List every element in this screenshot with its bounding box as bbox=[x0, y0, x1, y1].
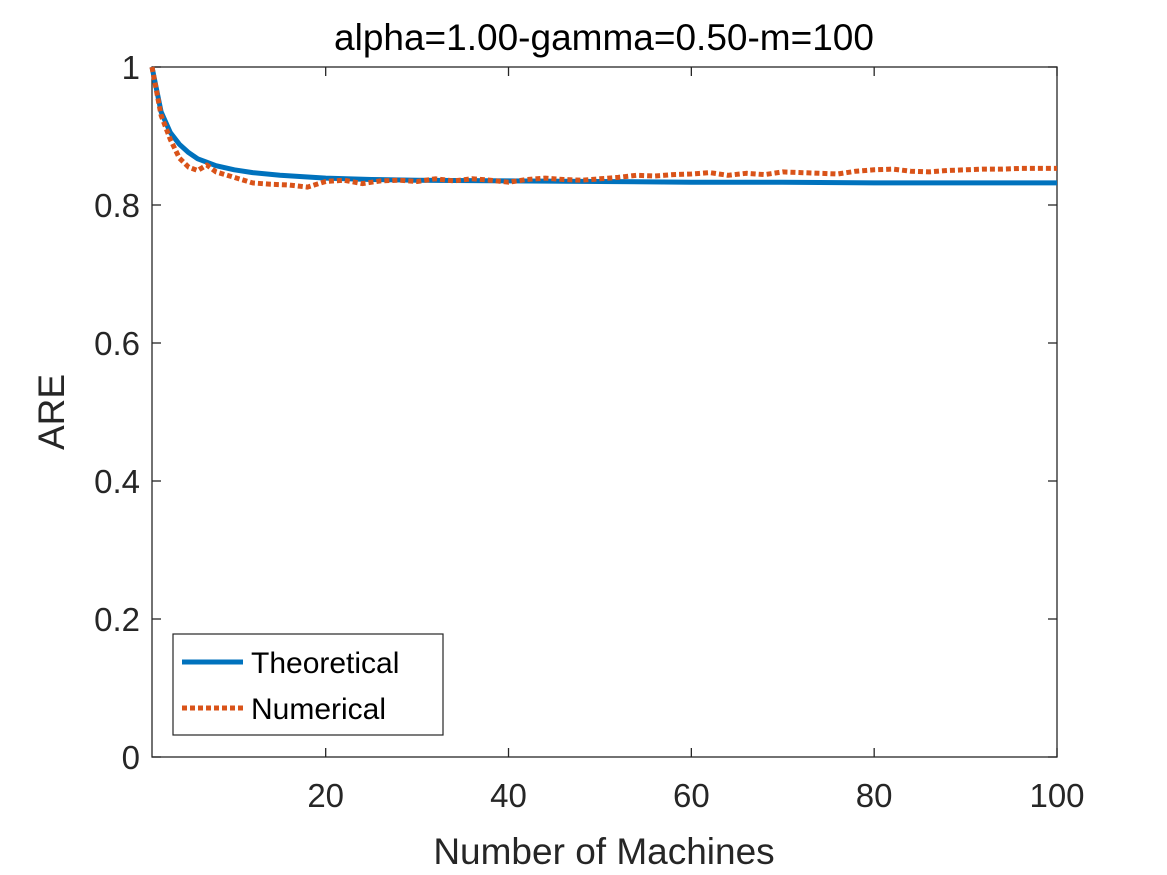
x-tick-label: 40 bbox=[490, 777, 527, 814]
y-tick-label: 0 bbox=[122, 739, 140, 776]
x-tick-label: 20 bbox=[307, 777, 344, 814]
y-tick-label: 0.6 bbox=[94, 325, 140, 362]
y-tick-label: 0.8 bbox=[94, 187, 140, 224]
series-line-numerical bbox=[149, 66, 1057, 190]
y-tick-label: 1 bbox=[122, 49, 140, 86]
chart-title: alpha=1.00-gamma=0.50-m=100 bbox=[334, 17, 874, 58]
x-axis-ticks: 20 40 60 80 100 bbox=[307, 67, 1085, 814]
x-axis-label: Number of Machines bbox=[433, 831, 774, 872]
y-tick-label: 0.2 bbox=[94, 601, 140, 638]
x-tick-label: 60 bbox=[673, 777, 710, 814]
y-tick-label: 0.4 bbox=[94, 463, 140, 500]
y-axis-ticks: 0 0.2 0.4 0.6 0.8 1 bbox=[94, 49, 1057, 776]
legend-label-theoretical: Theoretical bbox=[251, 647, 399, 680]
y-axis-label: ARE bbox=[31, 374, 72, 450]
series-line-theoretical bbox=[149, 66, 1057, 186]
x-tick-label: 80 bbox=[856, 777, 893, 814]
legend: Theoretical Numerical bbox=[172, 633, 444, 736]
legend-label-numerical: Numerical bbox=[251, 693, 386, 726]
series-layer bbox=[149, 66, 1057, 190]
legend-box bbox=[172, 633, 444, 736]
x-tick-label: 100 bbox=[1029, 777, 1084, 814]
